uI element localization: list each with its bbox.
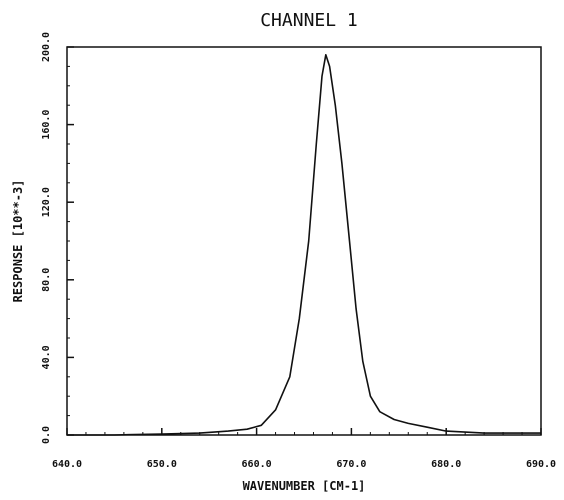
y-tick-label: 120.0 (41, 187, 52, 217)
y-tick-label: 40.0 (41, 345, 52, 369)
x-tick-label: 680.0 (431, 459, 461, 470)
x-tick-label: 670.0 (336, 459, 366, 470)
y-tick-label: 80.0 (41, 268, 52, 292)
x-tick-label: 640.0 (52, 459, 82, 470)
y-tick-label: 0.0 (41, 426, 52, 444)
x-tick-label: 690.0 (526, 459, 556, 470)
y-tick-label: 200.0 (41, 32, 52, 62)
x-tick-label: 660.0 (242, 459, 272, 470)
x-axis-ticks: 640.0 650.0 660.0 670.0 680.0 690.0 (52, 428, 556, 470)
x-tick-label: 650.0 (147, 459, 177, 470)
response-curve (67, 53, 541, 436)
y-tick-label: 160.0 (41, 110, 52, 140)
series-layer (67, 53, 541, 436)
y-axis-ticks: 0.0 40.0 80.0 120.0 160.0 200.0 (41, 32, 74, 444)
plot-frame (66, 46, 542, 436)
y-axis-title: RESPONSE [10**-3] (11, 180, 25, 303)
chart-title: CHANNEL 1 (260, 10, 358, 31)
x-axis-title: WAVENUMBER [CM-1] (243, 479, 366, 493)
